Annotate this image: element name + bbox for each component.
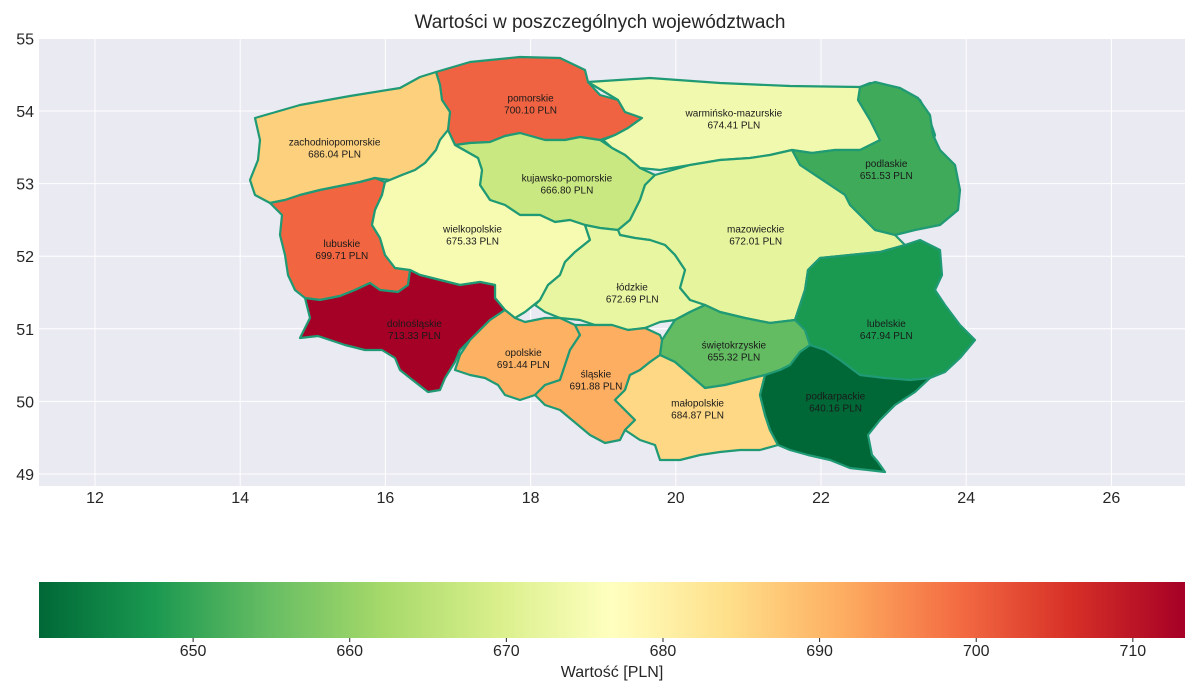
- region-name-label: świętokrzyskie: [702, 341, 767, 352]
- colorbar: [39, 582, 1185, 638]
- region-value-label: 651.53 PLN: [860, 171, 913, 182]
- x-tick-label: 22: [812, 490, 830, 507]
- x-tick-label: 26: [1103, 490, 1121, 507]
- y-tick-label: 55: [16, 31, 34, 48]
- region-malopolskie[interactable]: [613, 353, 780, 462]
- region-name-label: kujawsko-pomorskie: [522, 174, 613, 185]
- x-tick-label: 16: [377, 490, 395, 507]
- region-value-label: 686.04 PLN: [308, 149, 361, 160]
- region-value-label: 699.71 PLN: [315, 251, 368, 262]
- region-name-label: opolskie: [505, 348, 542, 359]
- x-tick-label: 18: [522, 490, 540, 507]
- region-name-label: dolnośląskie: [387, 319, 442, 330]
- region-value-label: 640.16 PLN: [809, 403, 862, 414]
- colorbar-ticks: 650 660 670 680 690 700 710: [180, 638, 1146, 660]
- region-name-label: wielkopolskie: [442, 224, 502, 235]
- colorbar-tick-label: 680: [650, 643, 677, 660]
- regions-layer: [248, 55, 977, 474]
- region-lodzkie[interactable]: [533, 223, 707, 332]
- region-name-label: śląskie: [581, 370, 612, 381]
- colorbar-tick-label: 710: [1119, 643, 1146, 660]
- region-value-label: 691.44 PLN: [497, 360, 550, 371]
- region-value-label: 675.33 PLN: [446, 236, 499, 247]
- colorbar-tick-label: 690: [806, 643, 833, 660]
- region-name-label: mazowieckie: [727, 224, 785, 235]
- region-value-label: 700.10 PLN: [504, 106, 557, 117]
- y-tick-label: 52: [16, 249, 34, 266]
- x-tick-label: 12: [86, 490, 104, 507]
- colorbar-tick-label: 660: [336, 643, 363, 660]
- colorbar-tick-label: 670: [493, 643, 520, 660]
- region-name-label: pomorskie: [508, 94, 555, 105]
- region-value-label: 672.69 PLN: [606, 295, 659, 306]
- region-value-label: 666.80 PLN: [540, 186, 593, 197]
- x-tick-label: 24: [957, 490, 975, 507]
- region-name-label: lubelskie: [867, 319, 906, 330]
- chart-title: Wartości w poszczególnych województwach: [414, 12, 786, 33]
- y-tick-label: 54: [16, 104, 34, 121]
- region-value-label: 684.87 PLN: [671, 411, 724, 422]
- region-name-label: małopolskie: [671, 399, 724, 410]
- colorbar-tick-label: 700: [963, 643, 990, 660]
- region-name-label: warmińsko-mazurskie: [685, 108, 783, 119]
- x-tick-label: 14: [231, 490, 249, 507]
- region-value-label: 674.41 PLN: [707, 120, 760, 131]
- region-name-label: łódzkie: [617, 283, 649, 294]
- region-name-label: zachodniopomorskie: [289, 137, 381, 148]
- region-name-label: podlaskie: [865, 159, 908, 170]
- x-tick-label: 20: [667, 490, 685, 507]
- colorbar-tick-label: 650: [180, 643, 207, 660]
- y-tick-label: 53: [16, 177, 34, 194]
- axes: 12 14 16 18 20 22 24 26 49 50 51 52 53 54 55: [16, 31, 1120, 507]
- region-value-label: 655.32 PLN: [707, 353, 760, 364]
- region-value-label: 672.01 PLN: [729, 236, 782, 247]
- y-tick-label: 51: [16, 322, 34, 339]
- y-tick-label: 50: [16, 394, 34, 411]
- region-name-label: podkarpackie: [806, 391, 866, 402]
- colorbar-label: Wartość [PLN]: [561, 664, 664, 681]
- region-value-label: 691.88 PLN: [570, 382, 623, 393]
- region-name-label: lubuskie: [323, 239, 360, 250]
- region-value-label: 647.94 PLN: [860, 331, 913, 342]
- region-podkarpackie[interactable]: [758, 343, 932, 474]
- region-value-label: 713.33 PLN: [388, 331, 441, 342]
- y-tick-label: 49: [16, 467, 34, 484]
